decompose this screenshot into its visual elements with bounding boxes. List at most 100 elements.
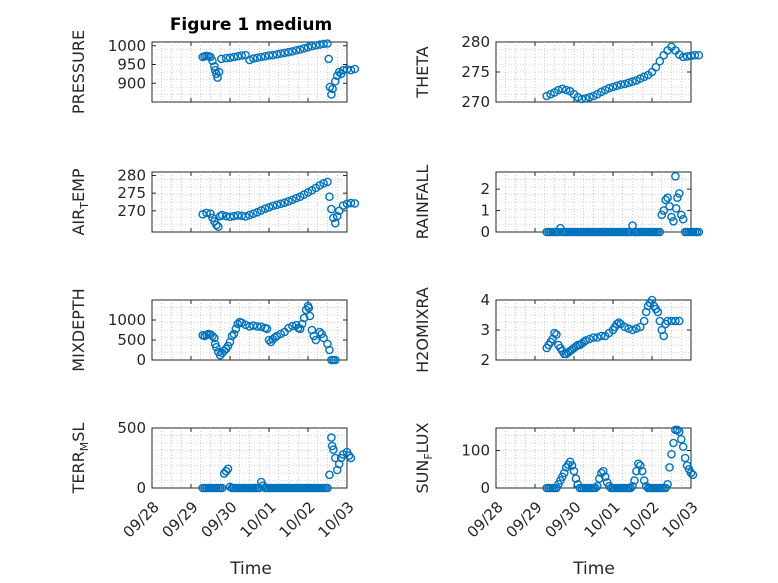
data-point bbox=[591, 483, 600, 493]
x-tick-label: 10/03 bbox=[314, 498, 357, 541]
data-point bbox=[628, 481, 637, 491]
data-point bbox=[319, 39, 328, 49]
data-point bbox=[223, 341, 233, 351]
data-point bbox=[678, 214, 688, 224]
data-point bbox=[264, 51, 274, 60]
data-point bbox=[624, 78, 633, 88]
y-axis-label: THETA bbox=[413, 46, 432, 98]
data-point bbox=[678, 442, 688, 452]
data-point bbox=[213, 222, 223, 232]
data-point bbox=[669, 438, 678, 448]
subplot-5: 0 500 1000 MIXDEPTH bbox=[69, 288, 348, 372]
y-tick-label: 0 bbox=[480, 223, 490, 241]
data-point bbox=[639, 316, 649, 326]
data-point bbox=[245, 55, 254, 65]
y-tick-label: 275 bbox=[117, 184, 146, 202]
data-point bbox=[330, 355, 340, 365]
data-point bbox=[272, 200, 282, 210]
data-point bbox=[249, 321, 258, 330]
data-point bbox=[616, 80, 626, 89]
figure-title: Figure 1 medium bbox=[170, 15, 332, 35]
data-point bbox=[675, 189, 684, 198]
data-point bbox=[237, 51, 246, 60]
data-point bbox=[559, 468, 569, 478]
data-point bbox=[636, 322, 645, 332]
y-axis-label: H2OMIXRA bbox=[413, 287, 432, 373]
data-point bbox=[309, 331, 319, 341]
data-point bbox=[280, 48, 289, 58]
data-point bbox=[690, 50, 700, 60]
data-point bbox=[598, 466, 608, 476]
data-point bbox=[319, 333, 328, 343]
data-point bbox=[208, 331, 217, 341]
data-point bbox=[626, 483, 635, 493]
data-point bbox=[249, 209, 258, 218]
data-point bbox=[612, 81, 622, 91]
data-point bbox=[327, 90, 336, 99]
x-tick-label: 09/29 bbox=[502, 498, 545, 541]
data-point bbox=[682, 52, 692, 61]
data-point bbox=[268, 201, 278, 211]
data-point bbox=[221, 466, 231, 476]
data-point bbox=[550, 328, 559, 338]
data-point bbox=[299, 313, 309, 323]
data-point bbox=[329, 445, 338, 454]
data-point bbox=[346, 65, 356, 75]
data-point bbox=[256, 52, 266, 62]
data-point bbox=[208, 56, 217, 66]
data-point bbox=[288, 47, 297, 56]
data-point bbox=[229, 52, 239, 62]
data-point bbox=[325, 345, 334, 355]
x-axis-label-left: Time bbox=[229, 559, 272, 579]
data-point bbox=[585, 92, 594, 102]
data-point bbox=[585, 334, 594, 344]
data-point bbox=[659, 331, 669, 341]
data-point bbox=[323, 483, 332, 493]
data-point bbox=[332, 211, 342, 221]
data-point bbox=[252, 322, 262, 331]
data-point bbox=[280, 198, 289, 208]
data-point bbox=[272, 50, 282, 59]
data-point bbox=[595, 474, 604, 483]
data-point bbox=[327, 433, 336, 442]
data-point bbox=[217, 483, 227, 493]
data-point bbox=[260, 204, 270, 214]
data-point bbox=[299, 44, 309, 53]
data-point bbox=[260, 51, 270, 61]
data-point bbox=[608, 82, 618, 92]
data-point bbox=[213, 73, 222, 82]
data-point bbox=[327, 204, 336, 214]
data-point bbox=[671, 171, 680, 181]
data-point bbox=[233, 211, 243, 220]
data-point bbox=[669, 216, 678, 226]
x-tick-label: 10/02 bbox=[619, 498, 662, 541]
data-point bbox=[350, 199, 360, 208]
data-point bbox=[663, 479, 672, 489]
data-point bbox=[593, 481, 602, 491]
y-tick-label: 1000 bbox=[108, 37, 146, 55]
data-point bbox=[581, 94, 591, 103]
data-point bbox=[663, 193, 672, 203]
x-axis-label-right: Time bbox=[572, 559, 615, 579]
data-point bbox=[291, 45, 301, 55]
data-point bbox=[291, 193, 301, 203]
y-tick-label: 100 bbox=[461, 442, 490, 460]
data-point bbox=[284, 196, 293, 206]
data-point bbox=[581, 336, 591, 345]
data-point bbox=[350, 64, 360, 74]
data-point bbox=[673, 193, 682, 203]
data-point bbox=[268, 50, 278, 60]
data-point bbox=[210, 333, 219, 343]
data-point bbox=[252, 53, 262, 63]
data-point bbox=[249, 54, 258, 63]
data-point bbox=[323, 39, 332, 48]
y-tick-label: 950 bbox=[117, 56, 146, 74]
y-tick-label: 1 bbox=[480, 202, 490, 220]
data-point bbox=[665, 463, 674, 472]
data-point bbox=[276, 49, 286, 58]
data-point bbox=[680, 453, 690, 463]
